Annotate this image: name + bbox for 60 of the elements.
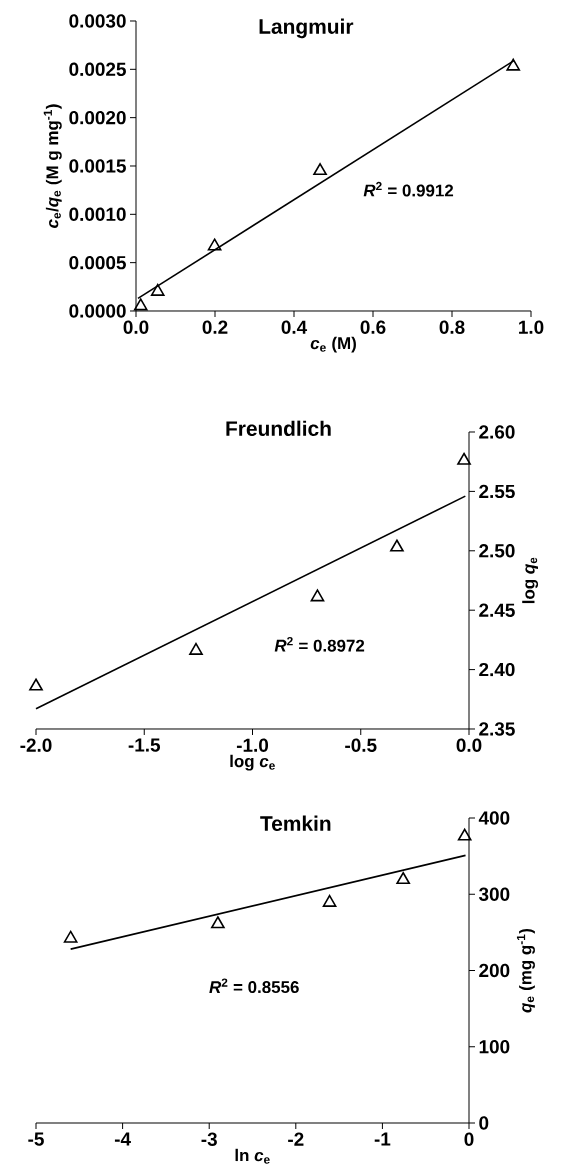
x-tick-label: 0.4 [281,320,308,334]
y-tick-label: 2.60 [479,425,515,439]
chart-title: Langmuir [259,18,354,39]
x-tick-label: -0.5 [345,738,377,752]
y-tick-label: 100 [479,1040,510,1054]
y-tick-label: 400 [478,811,510,825]
x-axis-title: log c$_{e}$ [230,754,275,771]
annotation: R$^{2}$ = 0.9912 [363,181,454,197]
x-tick-label: -5 [28,1132,44,1146]
chart-title: Temkin [260,815,331,831]
point [396,871,411,885]
x-tick-label: 0.6 [360,320,386,334]
y-tick-label: 2.40 [479,662,515,677]
x-tick-label: 0.0 [456,738,482,752]
chart-title: Freundlich [226,420,331,436]
x-tick-label: 0.8 [439,320,465,334]
y-tick-label: 0.0015 [69,159,126,173]
point [63,930,78,943]
y-tick-label: 0.0010 [69,207,126,222]
point [457,452,471,465]
y-tick-label: 2.45 [479,603,515,617]
y-tick-label: 2.55 [479,484,515,499]
point [390,539,404,552]
x-axis-title: ln c$_{e}$ [235,1148,270,1164]
y-tick-label: 200 [479,963,510,978]
point [310,589,325,602]
point [150,283,165,296]
x-tick-label: -4 [114,1132,131,1146]
x-tick-label: 0.2 [202,320,228,334]
x-tick-label: 0.0 [123,320,149,334]
x-axis-title: c$_{e}$ (M) [310,336,356,353]
point [207,238,222,251]
y-tick-label: 0 [479,1116,489,1130]
x-tick-label: -3 [201,1132,217,1146]
y-axis-title: c$_{e}$/q$_{e}$ (M g mg$^{-1}$) [43,104,62,228]
point [322,894,337,907]
y-tick-label: 0.0000 [69,304,126,318]
point [313,163,327,176]
annotation: R$^{2}$ = 0.8556 [209,978,299,994]
y-tick-label: 2.35 [479,722,515,736]
y-axis-title: q$_{e}$ (mg g$^{-1}$) [516,928,535,1013]
x-tick-label: -1 [374,1132,391,1146]
y-tick-label: 2.50 [479,544,515,558]
x-tick-label: 1.0 [519,320,544,334]
y-tick-label: 300 [478,887,510,901]
y-axis-title: log q$_{e}$ [522,557,539,604]
y-tick-label: 0.0025 [69,62,126,77]
x-tick-label: -2.0 [20,738,52,752]
y-tick-label: 0.0005 [69,255,126,270]
x-tick-label: -1.0 [236,738,269,752]
x-tick-label: 0 [464,1132,474,1146]
point [457,828,472,841]
y-tick-label: 0.0030 [69,14,126,28]
annotation: R$^{2}$ = 0.8972 [274,637,365,652]
point [29,678,43,691]
point [211,916,225,929]
point [189,642,203,655]
y-tick-label: 0.0020 [69,110,126,125]
x-tick-label: -2 [288,1132,304,1146]
x-tick-label: -1.5 [128,738,161,752]
